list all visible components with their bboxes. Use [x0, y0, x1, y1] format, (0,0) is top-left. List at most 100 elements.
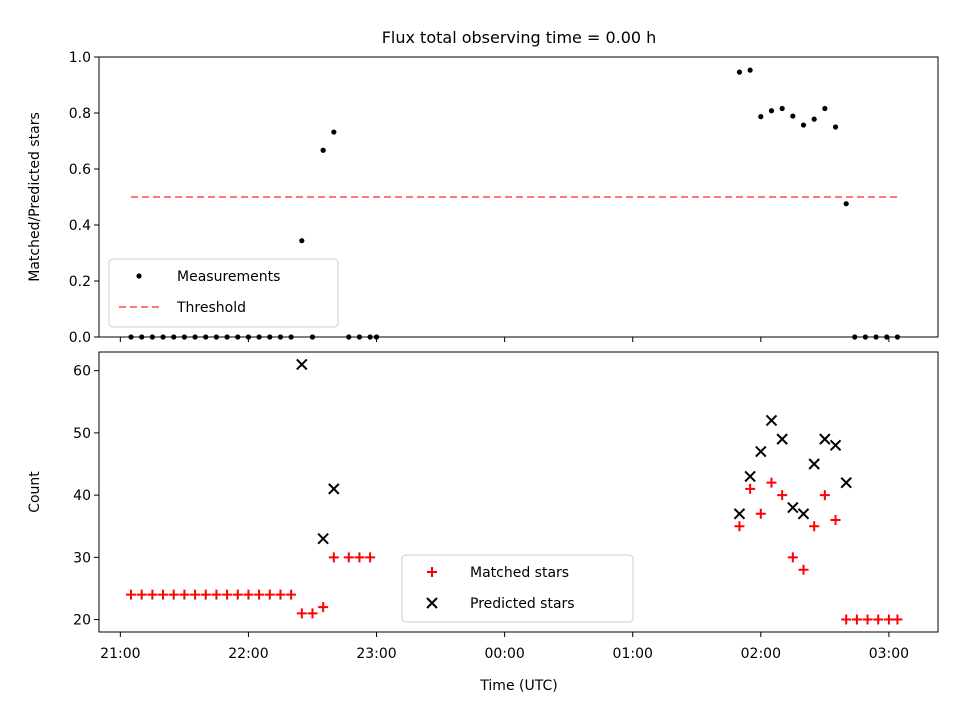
count-panel: 20 30 40 50 60 21:00 22:00 23:00 00:00 01:00 02:00…: [27, 351, 939, 662]
plus-marker: [147, 589, 158, 600]
y-tick-label: 20: [73, 613, 91, 629]
x-marker: [776, 433, 788, 445]
y-tick-label: 40: [73, 488, 91, 504]
plus-marker: [254, 589, 265, 600]
plus-marker: [158, 589, 169, 600]
x-tick-label: 03:00: [869, 646, 909, 662]
data-point: [800, 122, 807, 128]
data-point: [747, 67, 753, 73]
y-tick-label: 30: [73, 550, 91, 566]
plot-frame: [98, 351, 939, 633]
y-tick-label: 0.8: [69, 106, 91, 122]
x-tick-label: 02:00: [741, 646, 781, 662]
data-point: [790, 113, 796, 119]
x-marker: [787, 501, 799, 514]
x-tick-label: 22:00: [228, 646, 268, 662]
plus-marker: [734, 521, 745, 532]
x-marker: [328, 483, 340, 495]
plus-marker: [841, 614, 852, 625]
legend-label: Predicted stars: [470, 596, 575, 612]
legend-dot-swatch: [136, 273, 142, 279]
x-marker: [296, 358, 308, 371]
plus-marker: [179, 589, 190, 600]
data-point: [768, 108, 775, 114]
plus-marker: [126, 589, 137, 600]
plus-marker: [365, 552, 376, 563]
data-point: [758, 114, 764, 120]
y-tick-label: 0.4: [69, 218, 91, 234]
plus-marker: [168, 589, 179, 600]
legend: Measurements Threshold: [108, 258, 339, 328]
plot-frame: [98, 56, 939, 338]
x-tick-label: 23:00: [356, 646, 396, 662]
plus-marker: [787, 552, 798, 563]
y-tick-label: 0.0: [69, 330, 91, 346]
plus-marker: [755, 508, 766, 519]
y-tick-label: 0.2: [69, 274, 91, 290]
x-marker: [765, 414, 778, 427]
plus-marker: [809, 521, 820, 532]
plus-marker: [264, 589, 275, 600]
plus-marker: [766, 477, 777, 488]
plus-marker: [307, 608, 318, 619]
plus-marker: [296, 608, 307, 619]
plus-marker: [354, 552, 365, 563]
x-tick-label: 01:00: [613, 646, 653, 662]
x-marker: [733, 508, 746, 520]
legend-label: Matched stars: [470, 565, 569, 581]
data-point: [811, 116, 817, 122]
x-marker: [317, 532, 329, 545]
plus-marker: [232, 589, 243, 600]
plus-marker: [883, 614, 894, 625]
data-point: [779, 105, 785, 112]
y-tick-label: 1.0: [69, 50, 91, 66]
x-marker: [755, 445, 767, 458]
plus-marker: [851, 614, 862, 625]
plus-marker: [873, 614, 884, 625]
legend-box: [108, 258, 339, 328]
plus-marker: [798, 564, 809, 575]
x-tick-label: 21:00: [100, 646, 140, 662]
legend-x-swatch: [426, 597, 438, 609]
plus-marker: [275, 589, 286, 600]
plus-marker: [222, 589, 233, 600]
data-point: [736, 69, 743, 75]
data-point: [843, 201, 849, 207]
data-point: [299, 238, 305, 244]
x-marker: [819, 433, 831, 445]
y-tick-label: 60: [73, 364, 91, 380]
x-marker: [829, 439, 842, 452]
x-marker: [744, 470, 756, 483]
data-point: [822, 105, 828, 112]
plus-marker: [819, 490, 830, 501]
x-tick-label: 00:00: [484, 646, 524, 662]
y-tick-label: 0.6: [69, 162, 91, 178]
plus-marker: [328, 552, 339, 563]
x-marker: [808, 458, 820, 470]
plus-marker: [745, 483, 756, 494]
plus-marker: [200, 589, 211, 600]
plus-marker: [136, 589, 147, 600]
plus-marker: [286, 589, 297, 600]
plus-marker: [318, 602, 329, 613]
legend: Matched stars Predicted stars: [401, 554, 634, 623]
plus-marker: [777, 490, 788, 501]
data-point: [331, 129, 337, 135]
y-axis-label: Matched/Predicted stars: [27, 112, 43, 282]
figure-title: Flux total observing time = 0.00 h: [382, 28, 657, 47]
legend-label: Measurements: [177, 269, 280, 285]
data-point: [320, 147, 326, 153]
plus-marker: [862, 614, 873, 625]
x-marker: [840, 476, 852, 489]
plus-marker: [243, 589, 254, 600]
plus-marker: [892, 614, 903, 625]
plus-marker: [830, 515, 841, 525]
plus-marker: [190, 589, 201, 600]
plus-marker: [343, 552, 354, 563]
plus-marker: [211, 589, 222, 600]
legend-label: Threshold: [176, 300, 246, 316]
y-tick-label: 50: [73, 426, 91, 442]
data-point: [832, 124, 839, 130]
x-marker: [797, 508, 810, 520]
